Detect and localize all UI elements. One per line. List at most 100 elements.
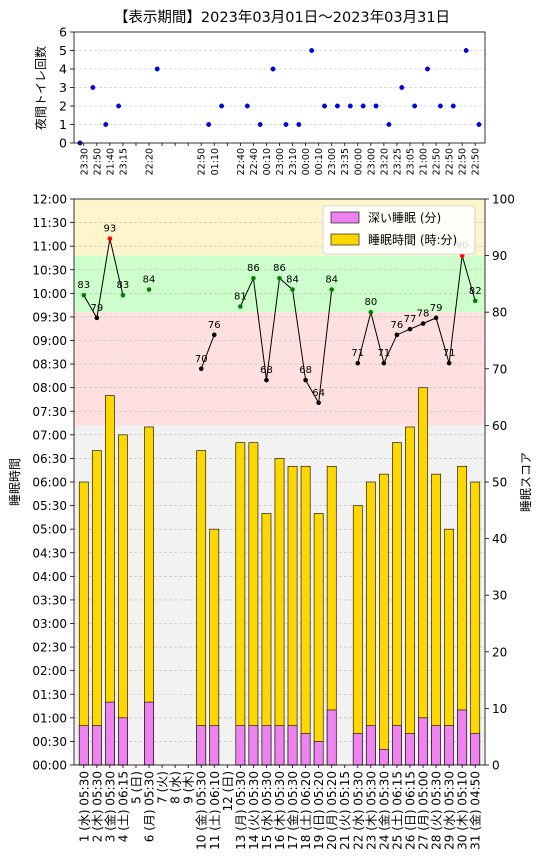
sleep-time-bar [274,458,285,766]
score-band [74,312,485,426]
score-point [472,298,478,304]
score-line-segment [200,334,215,369]
deep-sleep-bar [352,733,363,766]
sleep-y-tick-label: 00:00 [32,759,67,773]
legend-swatch-sleep-time [330,233,360,246]
sleep-y-tick-label: 02:30 [32,641,67,655]
toilet-x-tick-label: 22:50 [92,148,103,175]
sleep-y-tick-label: 03:30 [32,593,67,607]
sleep-y-tick-label: 08:30 [32,358,67,372]
score-y-tick-label: 60 [492,419,507,433]
score-point [211,332,217,338]
deep-sleep-bar [118,717,128,766]
toilet-point [257,122,263,127]
sleep-y-tick-label: 08:00 [32,381,67,395]
sleep-x-tick-label: 24 (金) 05:30 [376,771,391,850]
sleep-x-tick-label: 29 (水) 05:30 [443,771,457,850]
toilet-point [360,103,366,109]
toilet-point [373,103,379,109]
deep-sleep-bar [105,701,115,766]
sleep-x-tick-label: 15 (水) 05:30 [260,771,274,850]
sleep-y-tick-label: 07:30 [32,405,67,419]
toilet-point [463,48,469,53]
score-y-axis: 0 10 20 30 40 50 60 70 80 90 100 [485,193,515,773]
score-point-label: 84 [286,275,299,286]
sleep-time-bar [392,442,402,766]
score-point [198,366,204,372]
sleep-y-tick-label: 09:30 [32,310,67,324]
deep-sleep-bar [313,741,324,766]
sleep-y-tick-label: 01:00 [32,711,67,725]
score-point [264,377,269,383]
sleep-time-bar [196,450,207,766]
toilet-x-tick-label: 00:00 [301,148,312,175]
score-point-label: 86 [273,263,286,274]
toilet-x-tick-label: 21:00 [419,148,430,175]
toilet-x-tick-label: 22:50 [432,148,443,175]
sleep-y-tick-label: 04:30 [32,546,67,560]
deep-sleep-bar [379,748,389,766]
sleep-time-bar [352,505,363,766]
sleep-x-tick-label: 16 (木) 05:30 [273,771,287,850]
sleep-y-tick-label: 05:00 [32,523,67,537]
score-y-axis-label: 睡眠スコア [519,452,533,512]
sleep-x-tick-label: 2 (木) 05:30 [90,771,104,842]
score-point [238,304,243,309]
legend-label-deep-sleep: 深い睡眠 (分) [368,211,441,225]
toilet-y-tick-label: 2 [59,99,67,114]
sleep-time-bar [91,450,102,766]
score-point-label: 78 [417,309,430,320]
score-point [459,253,465,258]
toilet-point [450,103,456,109]
toilet-point [270,66,276,72]
toilet-x-tick-label: 22:50 [458,148,469,175]
sleep-time-bar [78,481,89,766]
score-point [368,309,374,315]
score-point-label: 79 [430,303,443,314]
sleep-x-tick-label: 9 (木) [182,771,196,804]
sleep-y-tick-label: 03:00 [32,617,67,631]
score-point-label: 71 [351,348,364,359]
toilet-y-tick-label: 4 [59,62,67,77]
sleep-x-tick-label: 25 (土) 06:15 [390,771,404,850]
toilet-point [347,103,353,109]
score-point [394,332,400,338]
sleep-y-tick-label: 10:00 [32,287,67,301]
toilet-x-tick-label: 21:40 [105,148,116,175]
sleep-y-tick-label: 00:30 [32,735,67,749]
score-y-tick-label: 50 [492,476,507,490]
score-point [420,321,426,326]
score-point-label: 70 [195,354,208,365]
toilet-x-tick-label: 00:10 [262,148,273,175]
score-line-segment [357,255,476,365]
toilet-point [334,103,340,109]
toilet-x-tick-label: 23:25 [392,148,403,175]
deep-sleep-bar [235,725,246,766]
deep-sleep-bar [300,733,311,766]
toilet-x-tick-label: 22:50 [197,148,208,175]
score-point-label: 71 [378,348,391,359]
sleep-x-tick-label: 31 (金) 04:50 [468,771,483,850]
sleep-y-tick-label: 02:00 [32,664,67,678]
toilet-y-axis: 0 1 2 3 4 5 6 [59,25,74,151]
score-point-label: 86 [247,263,260,274]
sleep-x-tick-label: 3 (金) 05:30 [102,771,117,842]
score-point [81,292,87,298]
sleep-x-tick-label: 17 (金) 05:30 [285,771,300,850]
toilet-point [154,66,160,72]
toilet-x-tick-label: 22:50 [445,148,456,175]
toilet-x-tick-label: 23:35 [340,148,351,175]
sleep-time-bar [365,481,376,766]
score-point-label: 77 [404,314,417,325]
sleep-y-tick-label: 05:30 [32,499,67,513]
sleep-time-bar [313,513,324,766]
sleep-panel: 8379938384707681866886846864847180717677… [8,193,533,850]
toilet-point [476,122,482,127]
toilet-x-tick-label: 01:10 [210,148,221,175]
sleep-time-bar [470,481,481,766]
sleep-x-tick-label: 26 (日) 06:15 [403,771,417,850]
toilet-point [283,122,289,127]
sleep-y-tick-label: 11:00 [32,240,67,254]
